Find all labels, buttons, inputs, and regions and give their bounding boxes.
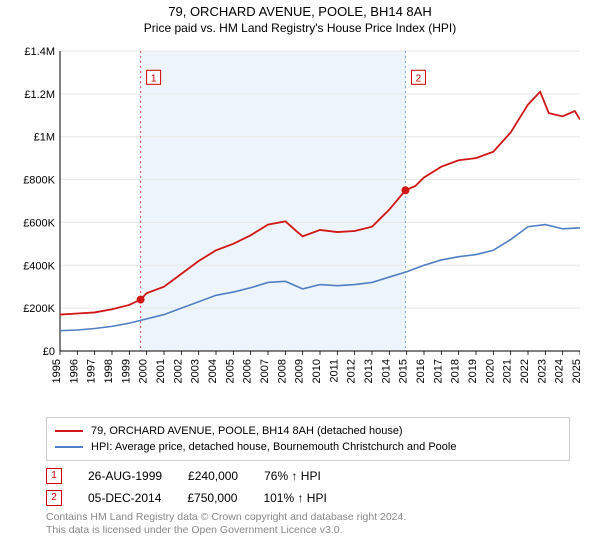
svg-text:2004: 2004 <box>207 359 219 383</box>
svg-text:2016: 2016 <box>415 359 427 383</box>
svg-text:£400K: £400K <box>23 260 55 272</box>
svg-text:1997: 1997 <box>86 359 98 383</box>
svg-text:2009: 2009 <box>294 359 306 383</box>
svg-text:2006: 2006 <box>242 359 254 383</box>
svg-text:2020: 2020 <box>484 359 496 383</box>
svg-text:2023: 2023 <box>536 359 548 383</box>
chart-title: 79, ORCHARD AVENUE, POOLE, BH14 8AH <box>6 4 594 19</box>
transaction-price: £750,000 <box>187 487 237 509</box>
svg-text:2003: 2003 <box>190 359 202 383</box>
svg-text:2005: 2005 <box>224 359 236 383</box>
svg-text:2015: 2015 <box>398 359 410 383</box>
transaction-marker-icon: 2 <box>46 490 62 506</box>
svg-text:1996: 1996 <box>68 359 80 383</box>
footer-line: Contains HM Land Registry data © Crown c… <box>46 511 570 524</box>
svg-text:£1.2M: £1.2M <box>24 89 55 101</box>
svg-text:2021: 2021 <box>502 359 514 383</box>
svg-text:2024: 2024 <box>554 359 566 383</box>
svg-text:2019: 2019 <box>467 359 479 383</box>
svg-text:2013: 2013 <box>363 359 375 383</box>
svg-text:£1.4M: £1.4M <box>24 46 55 58</box>
svg-text:2022: 2022 <box>519 359 531 383</box>
chart-plot: £0 £200K £400K £600K £800K £1M £1.2M £1.4M 1995 1… <box>20 41 580 411</box>
transaction-delta: 76% ↑ HPI <box>264 465 321 487</box>
legend-label: HPI: Average price, detached house, Bour… <box>91 439 456 455</box>
chart-svg: £0 £200K £400K £600K £800K £1M £1.2M £1.4M 1995 1… <box>20 41 580 411</box>
svg-text:1: 1 <box>151 73 157 84</box>
svg-text:£0: £0 <box>43 346 55 358</box>
legend-swatch <box>55 430 83 432</box>
legend-item: 79, ORCHARD AVENUE, POOLE, BH14 8AH (det… <box>55 423 561 439</box>
svg-text:2014: 2014 <box>380 359 392 383</box>
legend-label: 79, ORCHARD AVENUE, POOLE, BH14 8AH (det… <box>91 423 403 439</box>
legend-item: HPI: Average price, detached house, Bour… <box>55 439 561 455</box>
svg-text:£600K: £600K <box>23 217 55 229</box>
svg-text:2018: 2018 <box>450 359 462 383</box>
svg-text:£200K: £200K <box>23 303 55 315</box>
chart-subtitle: Price paid vs. HM Land Registry's House … <box>6 21 594 35</box>
transaction-marker-icon: 1 <box>46 468 62 484</box>
svg-text:1999: 1999 <box>120 359 132 383</box>
svg-text:2017: 2017 <box>432 359 444 383</box>
svg-text:2008: 2008 <box>276 359 288 383</box>
svg-text:2: 2 <box>416 73 422 84</box>
transaction-row: 1 26-AUG-1999 £240,000 76% ↑ HPI <box>46 465 570 487</box>
svg-text:1995: 1995 <box>51 359 63 383</box>
footer-line: This data is licensed under the Open Gov… <box>46 524 570 537</box>
legend-swatch <box>55 446 83 448</box>
transaction-price: £240,000 <box>188 465 238 487</box>
transactions: 1 26-AUG-1999 £240,000 76% ↑ HPI 2 05-DE… <box>46 465 570 509</box>
transaction-delta: 101% ↑ HPI <box>263 487 326 509</box>
svg-text:2000: 2000 <box>138 359 150 383</box>
svg-text:£800K: £800K <box>23 175 55 187</box>
transaction-date: 26-AUG-1999 <box>88 465 162 487</box>
svg-text:2007: 2007 <box>259 359 271 383</box>
transaction-date: 05-DEC-2014 <box>88 487 161 509</box>
svg-text:2011: 2011 <box>328 359 340 383</box>
svg-text:2010: 2010 <box>311 359 323 383</box>
footer: Contains HM Land Registry data © Crown c… <box>46 511 570 537</box>
legend: 79, ORCHARD AVENUE, POOLE, BH14 8AH (det… <box>46 417 570 461</box>
svg-text:2002: 2002 <box>172 359 184 383</box>
svg-text:£1M: £1M <box>34 132 55 144</box>
svg-text:2025: 2025 <box>571 359 580 383</box>
svg-text:2012: 2012 <box>346 359 358 383</box>
svg-text:2001: 2001 <box>155 359 167 383</box>
svg-text:1998: 1998 <box>103 359 115 383</box>
transaction-row: 2 05-DEC-2014 £750,000 101% ↑ HPI <box>46 487 570 509</box>
